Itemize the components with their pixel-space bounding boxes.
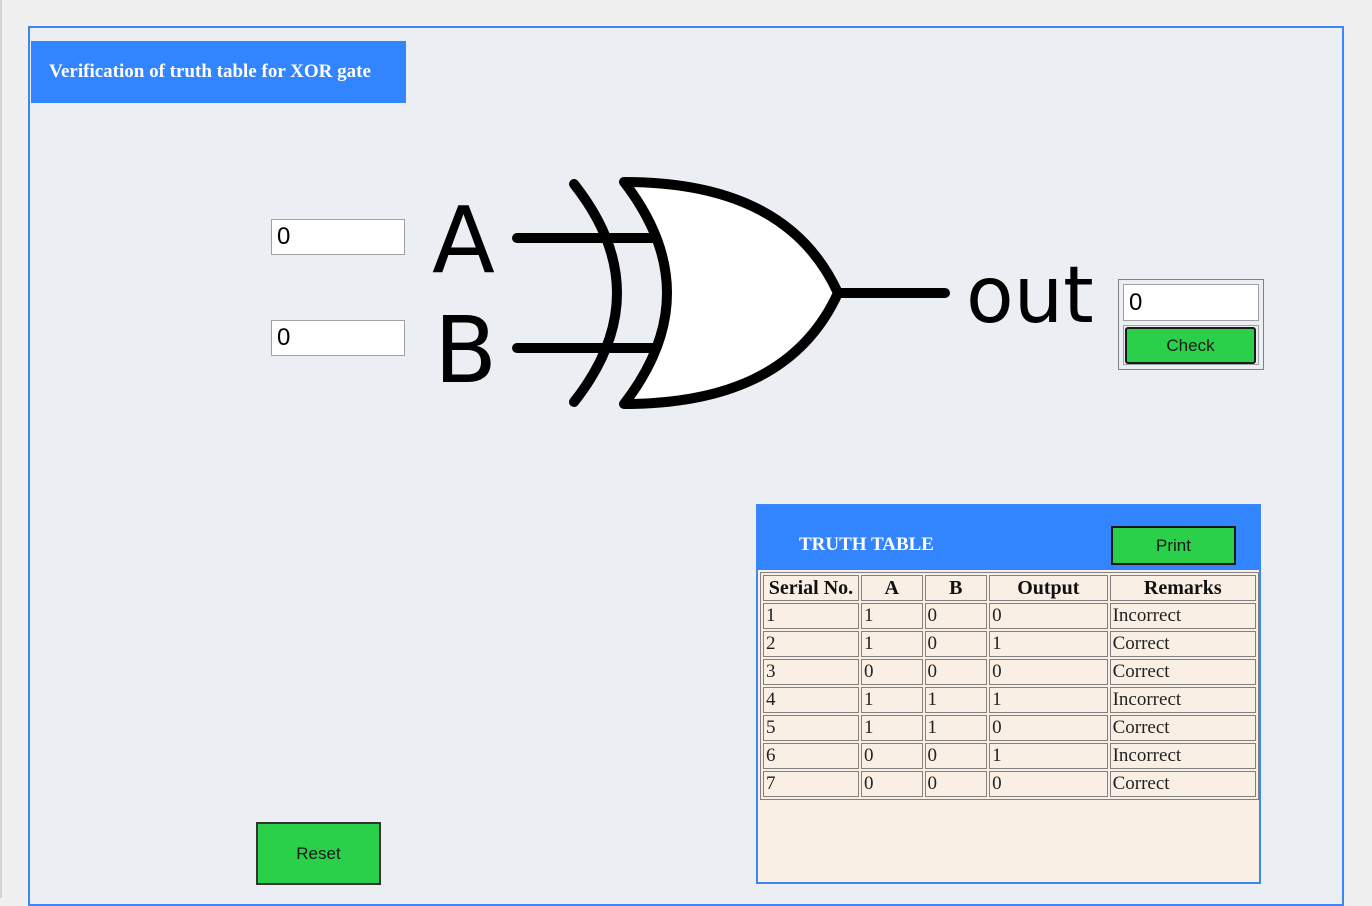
table-cell: 0 <box>989 771 1108 797</box>
page-title: Verification of truth table for XOR gate <box>31 41 406 103</box>
check-button[interactable]: Check <box>1125 327 1256 364</box>
table-cell: Correct <box>1109 715 1256 741</box>
table-cell: Correct <box>1109 771 1256 797</box>
table-cell: Incorrect <box>1109 603 1256 629</box>
output-field[interactable] <box>1123 284 1259 321</box>
truth-table-header: TRUTH TABLE Print <box>758 506 1259 570</box>
print-button[interactable]: Print <box>1111 526 1236 565</box>
table-cell: 1 <box>924 687 988 713</box>
table-cell: 7 <box>763 771 859 797</box>
input-b-field[interactable] <box>271 320 405 356</box>
table-cell: 4 <box>763 687 859 713</box>
output-box: Check <box>1118 279 1264 370</box>
table-cell: 5 <box>763 715 859 741</box>
table-cell: 0 <box>924 603 988 629</box>
column-header: B <box>924 575 988 601</box>
window-edge <box>0 0 2 898</box>
table-cell: 0 <box>924 743 988 769</box>
table-cell: 0 <box>860 659 923 685</box>
table-cell: 0 <box>989 659 1108 685</box>
table-cell: Correct <box>1109 659 1256 685</box>
table-cell: 1 <box>763 603 859 629</box>
table-cell: 0 <box>989 603 1108 629</box>
table-cell: 1 <box>989 687 1108 713</box>
column-header: A <box>860 575 923 601</box>
input-a-field[interactable] <box>271 219 405 255</box>
label-b: B <box>434 297 497 404</box>
table-cell: Correct <box>1109 631 1256 657</box>
column-header: Serial No. <box>763 575 859 601</box>
xor-gate-body <box>619 177 843 409</box>
table-cell: 1 <box>989 743 1108 769</box>
table-row: 2 1 0 1 Correct <box>763 631 1256 657</box>
table-cell: 2 <box>763 631 859 657</box>
table-cell: 6 <box>763 743 859 769</box>
table-cell: Incorrect <box>1109 743 1256 769</box>
check-cell <box>1123 325 1259 365</box>
table-cell: 1 <box>924 715 988 741</box>
table-row: 3 0 0 0 Correct <box>763 659 1256 685</box>
table-cell: 0 <box>924 659 988 685</box>
table-cell: 1 <box>989 631 1108 657</box>
label-a: A <box>432 187 495 294</box>
table-cell: 0 <box>924 631 988 657</box>
reset-button[interactable]: Reset <box>256 822 381 885</box>
truth-table: Serial No. A B Output Remarks 1 1 0 0 Incorr… <box>760 572 1259 800</box>
table-header-row: Serial No. A B Output Remarks <box>763 575 1256 601</box>
table-cell: 1 <box>860 715 923 741</box>
table-cell: 1 <box>860 631 923 657</box>
table-cell: 1 <box>860 603 923 629</box>
table-row: 7 0 0 0 Correct <box>763 771 1256 797</box>
table-cell: 0 <box>860 743 923 769</box>
table-row: 5 1 1 0 Correct <box>763 715 1256 741</box>
table-cell: Incorrect <box>1109 687 1256 713</box>
table-row: 1 1 0 0 Incorrect <box>763 603 1256 629</box>
xor-gate-diagram: A B out <box>432 177 1094 409</box>
column-header: Output <box>989 575 1108 601</box>
column-header: Remarks <box>1109 575 1256 601</box>
table-row: 4 1 1 1 Incorrect <box>763 687 1256 713</box>
xor-back-curve <box>569 179 622 407</box>
table-cell: 0 <box>860 771 923 797</box>
truth-table-title: TRUTH TABLE <box>799 534 934 555</box>
label-out: out <box>966 251 1094 341</box>
table-row: 6 0 0 1 Incorrect <box>763 743 1256 769</box>
table-cell: 0 <box>989 715 1108 741</box>
table-cell: 0 <box>924 771 988 797</box>
table-cell: 3 <box>763 659 859 685</box>
table-cell: 1 <box>860 687 923 713</box>
truth-table-panel: TRUTH TABLE Print Serial No. A B Output … <box>756 504 1261 884</box>
